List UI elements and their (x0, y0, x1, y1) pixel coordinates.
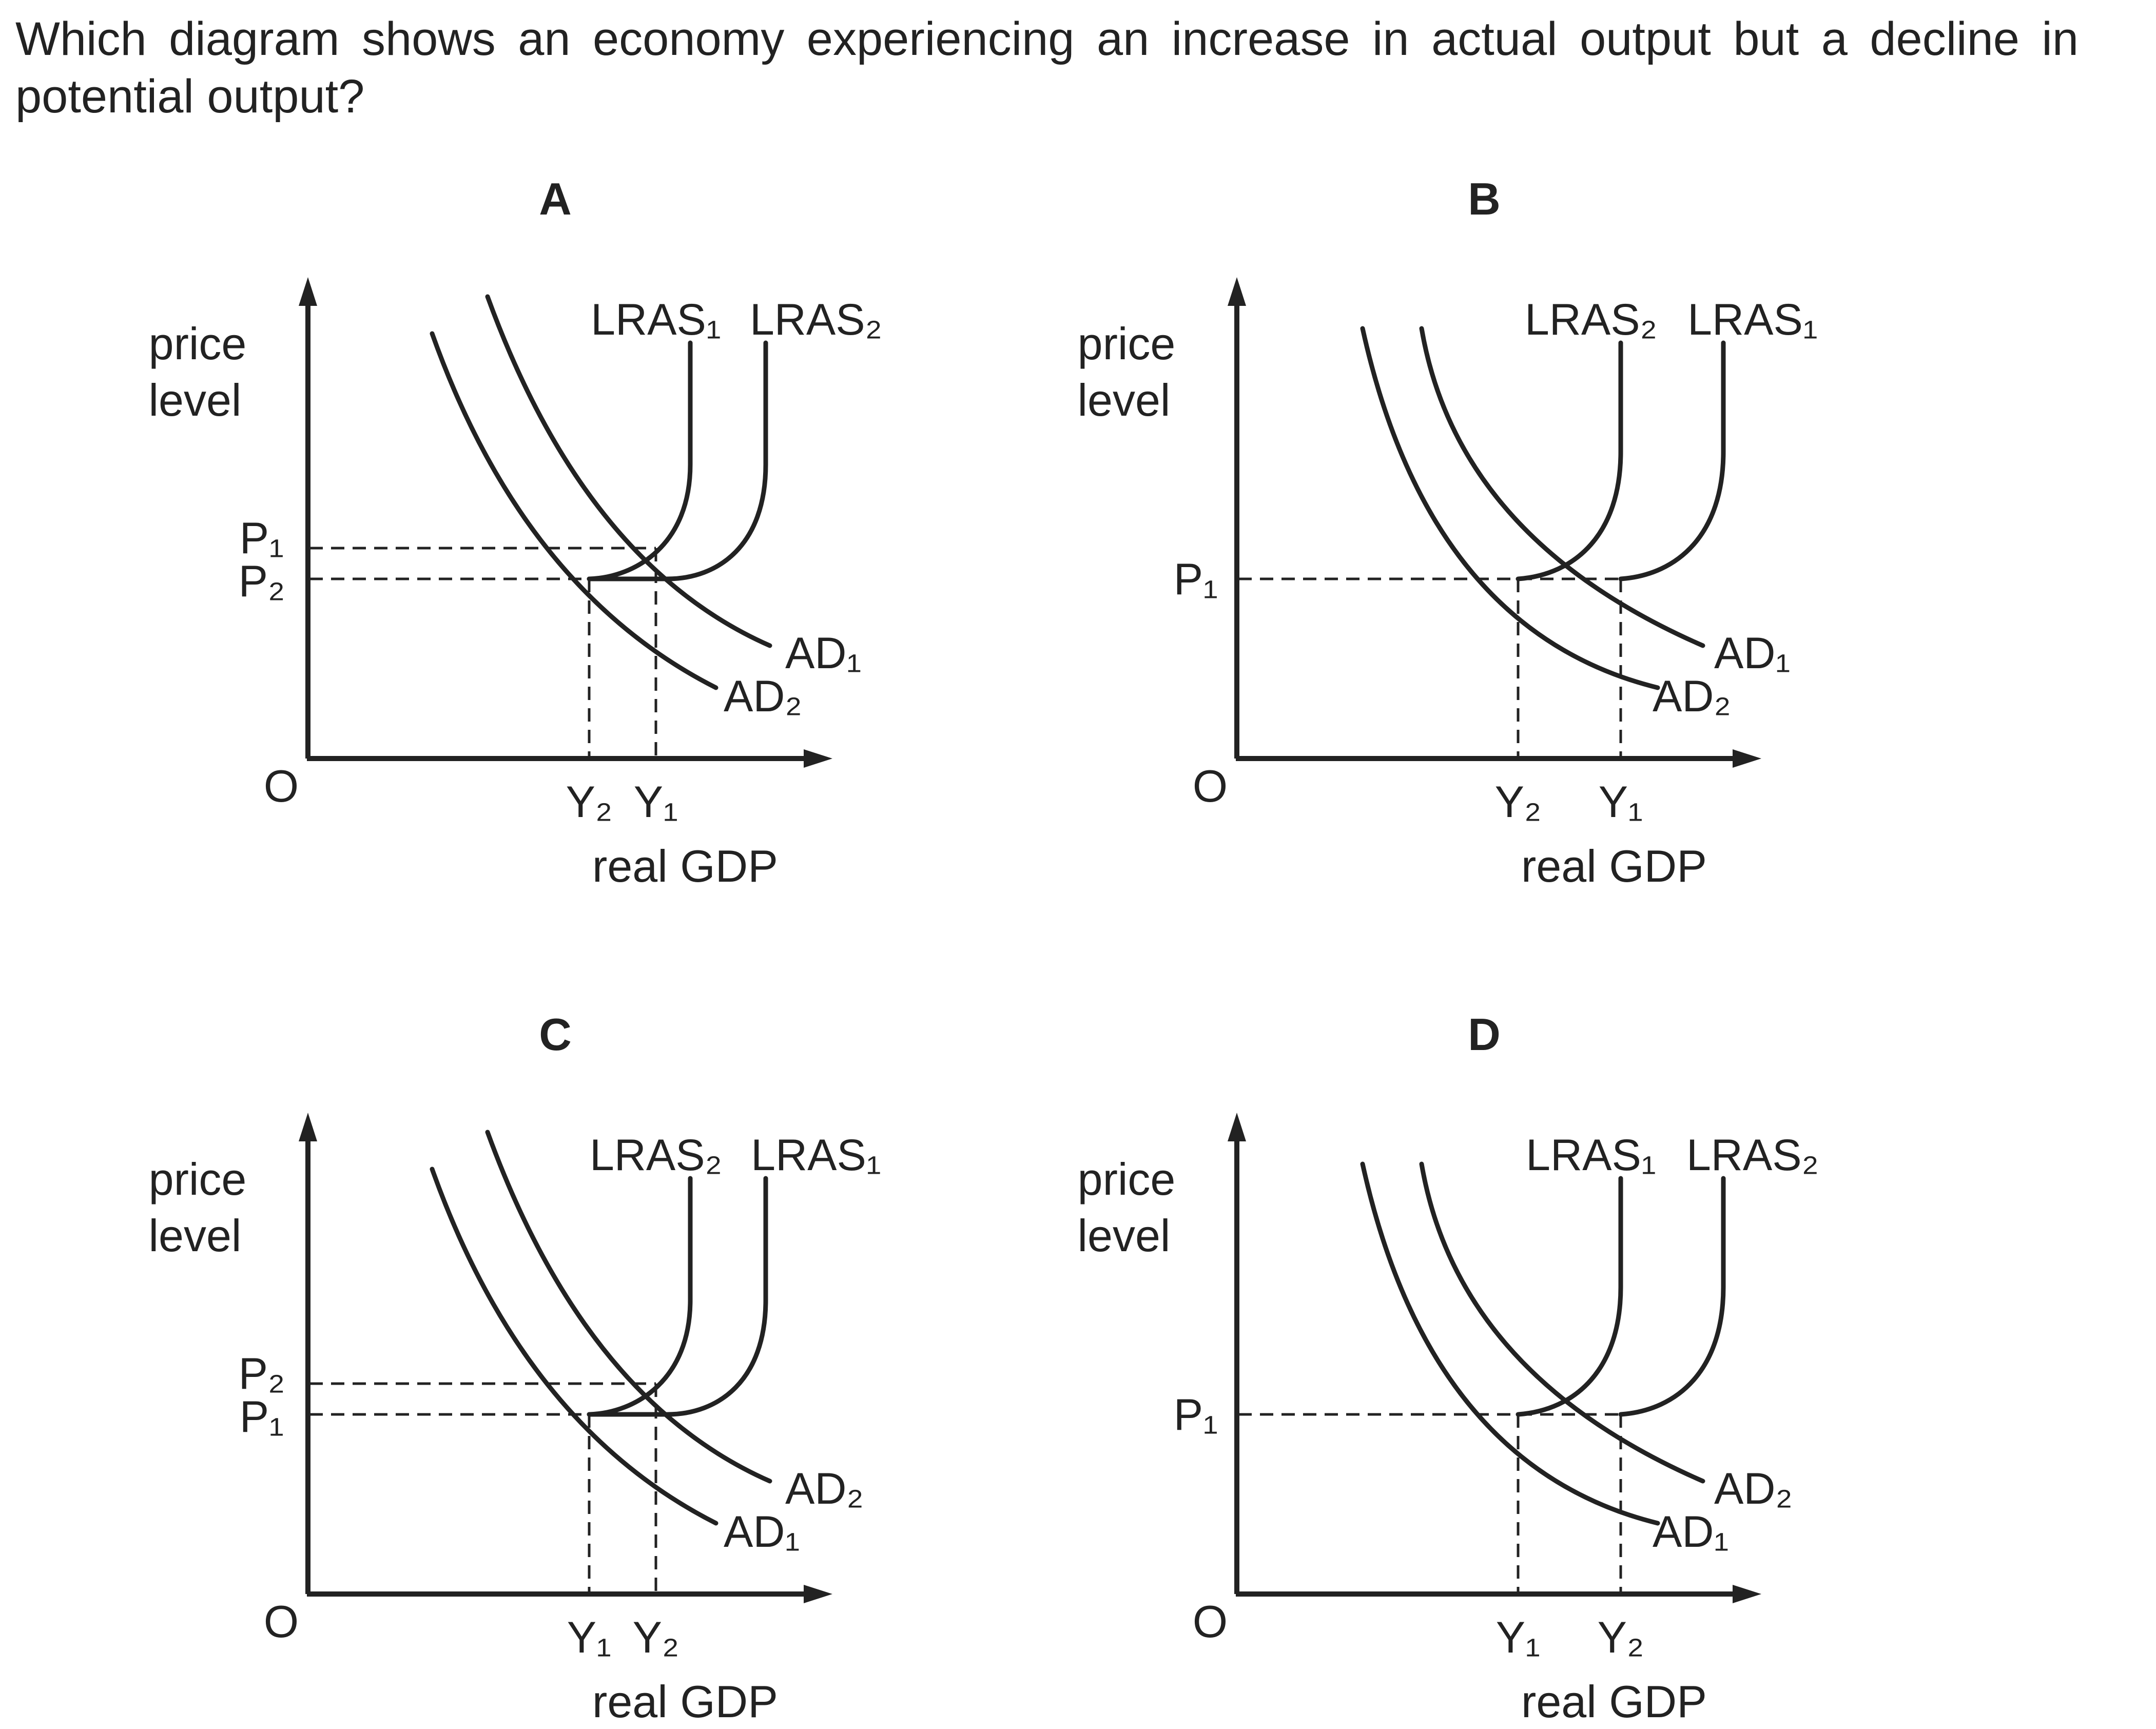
ad-upper-curve (1419, 326, 1705, 648)
gdp-label-left: Y₁ (1496, 1613, 1540, 1662)
lras-left-label: LRAS₁ (1526, 1131, 1656, 1180)
gdp-label-left: Y₂ (1495, 778, 1542, 827)
panel-title: A (539, 173, 572, 224)
lras-right-label: LRAS₂ (1686, 1131, 1819, 1180)
lras-left-label: LRAS₂ (590, 1131, 722, 1180)
x-axis-arrow-icon (1733, 749, 1761, 768)
y-axis-arrow-icon (299, 1113, 317, 1141)
gdp-label-right: Y₂ (1598, 1613, 1644, 1662)
lras-left-curve (587, 1176, 693, 1417)
price-label: P₁ (1174, 555, 1218, 604)
y-axis-label: level (1078, 1210, 1171, 1261)
ad-upper-curve (485, 294, 772, 648)
panel-title: B (1468, 173, 1501, 224)
panel-title: D (1468, 1009, 1501, 1060)
x-axis-arrow-icon (1733, 1585, 1761, 1603)
origin-label: O (264, 761, 299, 811)
ad-lower-label: AD₂ (724, 672, 802, 721)
price-label-upper: P₂ (239, 1349, 285, 1398)
ad-upper-label: AD₂ (1714, 1464, 1793, 1513)
ad-upper-curve (485, 1130, 772, 1484)
lras-right-label: LRAS₁ (751, 1131, 881, 1180)
question-text: Which diagram shows an economy experienc… (15, 13, 2079, 123)
lras-right-label: LRAS₂ (750, 295, 882, 344)
price-label-upper: P₁ (240, 514, 284, 563)
y-axis-label: price (149, 318, 247, 369)
price-label: P₁ (1174, 1390, 1218, 1440)
ad-lower-curve (1360, 326, 1660, 690)
gdp-label-left: Y₂ (566, 778, 613, 827)
ad-lower-label: AD₁ (724, 1507, 800, 1557)
x-axis-label: real GDP (1521, 841, 1707, 891)
ad-upper-label: AD₂ (785, 1464, 864, 1513)
gdp-label-right: Y₁ (1599, 778, 1643, 827)
x-axis-label: real GDP (592, 1676, 778, 1727)
lras-right-curve (587, 340, 768, 581)
price-label-lower: P₂ (239, 557, 285, 606)
ad-upper-label: AD₁ (785, 629, 861, 678)
y-axis-label: price (1078, 1154, 1176, 1205)
x-axis-arrow-icon (804, 1585, 832, 1603)
origin-label: O (1193, 1596, 1228, 1647)
ad-lower-curve (1360, 1161, 1660, 1526)
y-axis-arrow-icon (299, 277, 317, 306)
x-axis-label: real GDP (1521, 1676, 1707, 1727)
x-axis-arrow-icon (804, 749, 832, 768)
lras-left-curve (1516, 340, 1623, 581)
ad-lower-label: AD₁ (1653, 1507, 1728, 1557)
gdp-label-left: Y₁ (567, 1613, 611, 1662)
y-axis-label: price (1078, 318, 1176, 369)
gdp-label-right: Y₂ (633, 1613, 679, 1662)
lras-right-curve (1618, 340, 1726, 581)
lras-right-curve (587, 1176, 768, 1417)
y-axis-arrow-icon (1228, 1113, 1246, 1141)
origin-label: O (264, 1596, 299, 1647)
y-axis-arrow-icon (1228, 277, 1246, 306)
gdp-label-right: Y₁ (634, 778, 678, 827)
x-axis-label: real GDP (592, 841, 778, 891)
ad-lower-curve (430, 1167, 718, 1526)
y-axis-label: price (149, 1154, 247, 1205)
origin-label: O (1193, 761, 1228, 811)
lras-left-curve (1516, 1176, 1623, 1417)
lras-right-label: LRAS₁ (1687, 295, 1818, 344)
y-axis-label: level (149, 375, 242, 425)
ad-upper-label: AD₁ (1714, 629, 1790, 678)
lras-left-label: LRAS₂ (1525, 295, 1657, 344)
ad-lower-curve (430, 331, 718, 690)
lras-right-curve (1618, 1176, 1726, 1417)
ad-lower-label: AD₂ (1653, 672, 1731, 721)
lras-left-curve (587, 340, 693, 581)
y-axis-label: level (1078, 375, 1171, 425)
ad-upper-curve (1419, 1161, 1705, 1484)
y-axis-label: level (149, 1210, 242, 1261)
panel-title: C (539, 1009, 572, 1060)
lras-left-label: LRAS₁ (591, 295, 721, 344)
price-label-lower: P₁ (240, 1392, 284, 1442)
